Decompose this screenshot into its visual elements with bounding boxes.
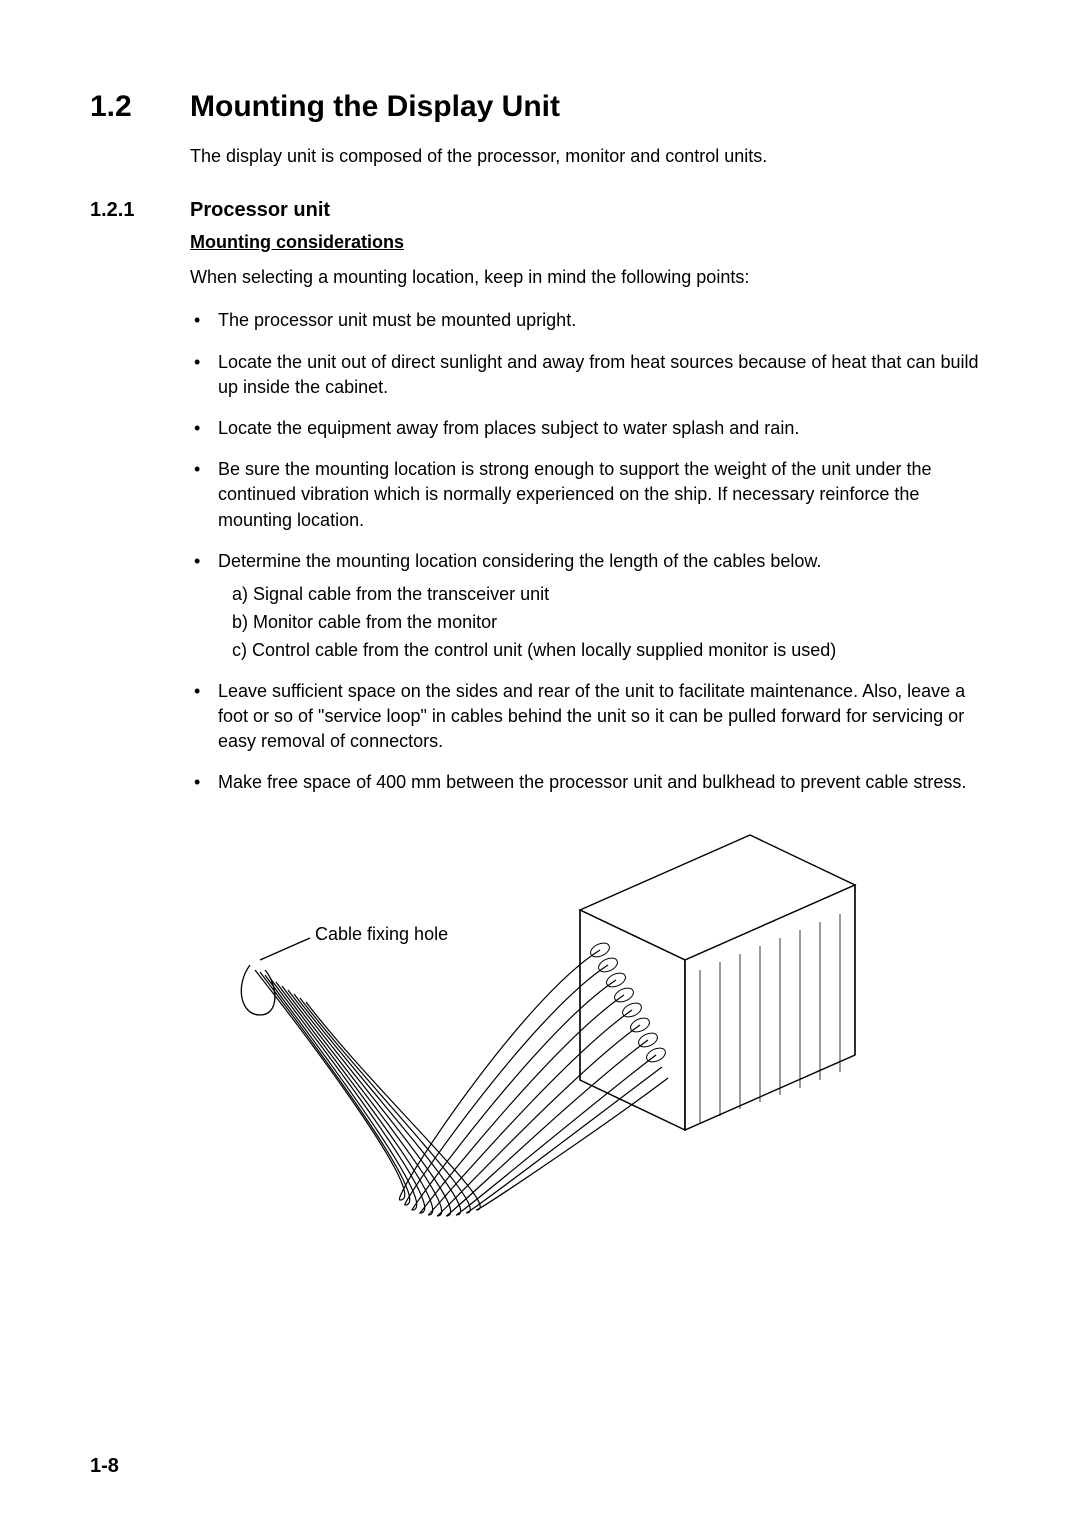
- list-item: Locate the equipment away from places su…: [190, 416, 990, 441]
- sublist-item: b) Monitor cable from the monitor: [232, 610, 990, 634]
- processor-unit-figure: Cable fixing hole: [190, 820, 890, 1220]
- bullet-list: The processor unit must be mounted uprig…: [190, 308, 990, 795]
- section-intro: The display unit is composed of the proc…: [190, 144, 990, 169]
- section-heading: 1.2 Mounting the Display Unit: [90, 90, 990, 124]
- cable-box-illustration: Cable fixing hole: [190, 820, 890, 1220]
- subsection-heading: 1.2.1 Processor unit: [90, 199, 990, 222]
- list-item: The processor unit must be mounted uprig…: [190, 308, 990, 333]
- subsection-number: 1.2.1: [90, 199, 190, 222]
- sublist-item: c) Control cable from the control unit (…: [232, 638, 990, 662]
- list-item: Determine the mounting location consider…: [190, 549, 990, 663]
- mounting-lead: When selecting a mounting location, keep…: [190, 265, 990, 290]
- list-item-text: Determine the mounting location consider…: [218, 551, 821, 571]
- list-item: Be sure the mounting location is strong …: [190, 457, 990, 533]
- mounting-considerations-head: Mounting considerations: [190, 232, 990, 253]
- sub-list: a) Signal cable from the transceiver uni…: [232, 582, 990, 663]
- section-title: Mounting the Display Unit: [190, 90, 560, 124]
- list-item: Locate the unit out of direct sunlight a…: [190, 350, 990, 400]
- sublist-item: a) Signal cable from the transceiver uni…: [232, 582, 990, 606]
- subsection-title: Processor unit: [190, 199, 330, 222]
- list-item: Make free space of 400 mm between the pr…: [190, 770, 990, 795]
- section-number: 1.2: [90, 90, 190, 124]
- page-number: 1-8: [90, 1455, 119, 1478]
- list-item: Leave sufficient space on the sides and …: [190, 679, 990, 755]
- figure-label-text: Cable fixing hole: [315, 924, 448, 944]
